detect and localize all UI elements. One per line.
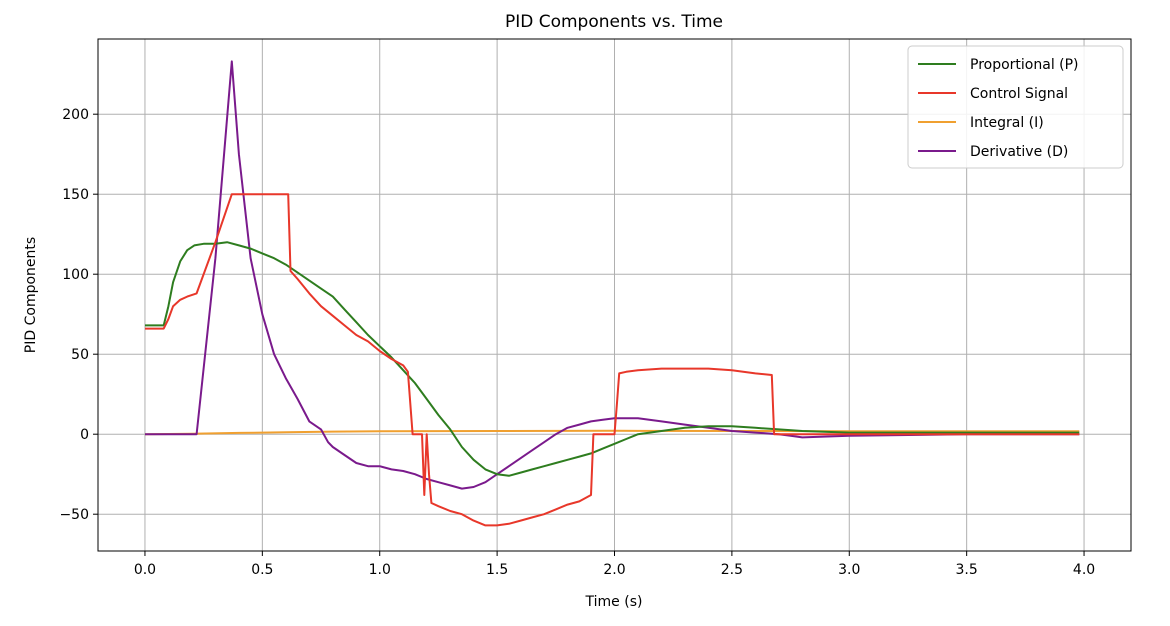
x-tick-label: 4.0 — [1073, 562, 1095, 578]
legend-label: Integral (I) — [970, 115, 1044, 131]
x-tick-label: 2.5 — [721, 562, 743, 578]
y-tick-label: −50 — [59, 507, 89, 523]
x-tick-label: 1.5 — [486, 562, 508, 578]
x-tick-label: 1.0 — [369, 562, 391, 578]
x-tick-label: 3.0 — [838, 562, 860, 578]
y-tick-label: 50 — [71, 347, 89, 363]
series-line-integral-i — [144, 429, 1080, 436]
x-tick-label: 0.0 — [134, 562, 156, 578]
x-axis-label: Time (s) — [585, 594, 643, 610]
y-tick-label: 0 — [80, 427, 89, 443]
legend-label: Control Signal — [970, 86, 1068, 102]
y-tick-label: 100 — [62, 267, 89, 283]
y-axis: −50 0 50 100 150 200 — [59, 107, 98, 523]
y-axis-label: PID Components — [23, 237, 39, 353]
series-line-control-signal — [145, 193, 1080, 527]
y-tick-label: 150 — [62, 187, 89, 203]
legend-label: Proportional (P) — [970, 57, 1079, 73]
series-line-proportional-p — [145, 241, 1080, 477]
legend: Proportional (P) Control Signal Integral (… — [907, 45, 1124, 169]
x-axis: 0.0 0.5 1.0 1.5 2.0 2.5 3.0 3.5 4.0 — [134, 551, 1095, 578]
x-tick-label: 3.5 — [956, 562, 978, 578]
x-tick-label: 2.0 — [603, 562, 625, 578]
x-tick-label: 0.5 — [251, 562, 273, 578]
chart-title: PID Components vs. Time — [505, 12, 723, 32]
legend-label: Derivative (D) — [970, 144, 1068, 160]
legend-box — [907, 45, 1124, 169]
series-layer — [144, 60, 1080, 527]
y-tick-label: 200 — [62, 107, 89, 123]
grid-layer — [98, 39, 1131, 551]
